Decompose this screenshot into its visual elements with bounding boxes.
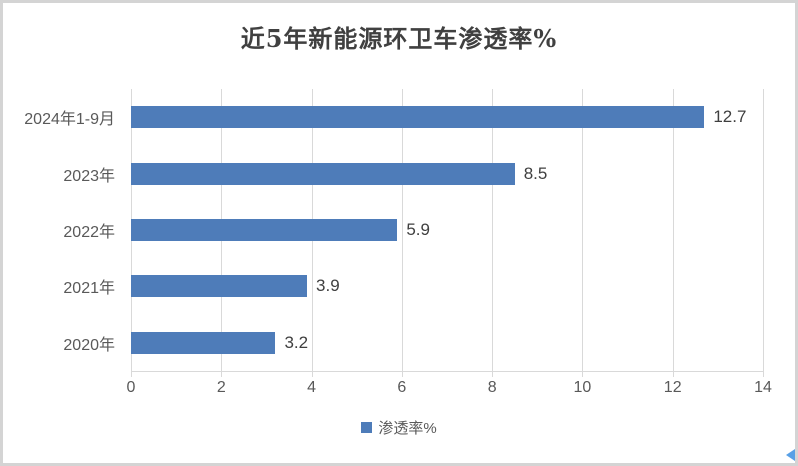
category-label: 2024年1-9月 [24,111,115,129]
value-label: 5.9 [406,219,430,239]
bar-2024年1-9月 [131,106,705,129]
category-row: 2024年1-9月 [3,89,123,145]
category-label: 2021年 [63,280,115,298]
gridline-x-6 [401,89,403,371]
x-tick-mark-10 [582,371,584,377]
x-tick-mark-4 [311,371,313,377]
category-label: 2022年 [63,223,115,241]
bar-row: 3.9 [131,258,763,314]
blue-cursor-artifact [786,449,795,461]
bar-row: 5.9 [131,202,763,258]
x-tick-mark-2 [221,371,223,377]
x-tick-mark-8 [492,371,494,377]
x-tick-label-12: 12 [663,379,682,396]
legend: 渗透率% [3,417,795,438]
gridline-x-14 [763,89,764,371]
value-label: 3.2 [284,332,309,352]
x-tick-mark-14 [763,371,764,377]
gridline-x-12 [672,89,674,371]
legend-label: 渗透率% [378,420,437,437]
value-label: 12.7 [713,107,747,127]
x-tick-label-10: 10 [573,379,592,396]
x-tick-label-8: 8 [487,379,497,396]
bar-2020年 [131,331,276,354]
category-row: 2020年 [3,315,123,371]
value-label: 8.5 [523,163,548,183]
value-label: 3.9 [316,276,340,296]
bar-row: 3.2 [131,315,763,371]
legend-swatch [361,422,373,433]
bar-row: 12.7 [131,89,763,145]
y-axis-category-labels: 2024年1-9月 2023年 2022年 2021年 2020年 [3,89,123,371]
gridline-x-10 [582,89,584,371]
x-tick-label-14: 14 [754,379,772,396]
bar-row: 8.5 [131,145,763,201]
x-tick-mark-0 [131,371,132,377]
category-label: 2023年 [63,167,115,185]
chart-title: 近5年新能源环卫车渗透率% [240,24,558,53]
x-tick-label-4: 4 [307,379,317,396]
category-row: 2021年 [3,258,123,314]
bar-2022年 [131,218,398,241]
x-tick-mark-6 [401,371,403,377]
category-label: 2020年 [63,336,115,354]
x-tick-mark-12 [672,371,674,377]
bar-2021年 [131,275,308,298]
bar-2023年 [131,162,515,185]
category-row: 2022年 [3,202,123,258]
category-row: 2023年 [3,145,123,201]
x-tick-label-2: 2 [216,379,226,396]
plot-area: 12.7 8.5 5.9 3.9 3.2 [131,89,764,372]
x-tick-label-0: 0 [126,379,136,396]
gridline-x-8 [492,89,494,371]
x-tick-label-6: 6 [397,379,407,396]
